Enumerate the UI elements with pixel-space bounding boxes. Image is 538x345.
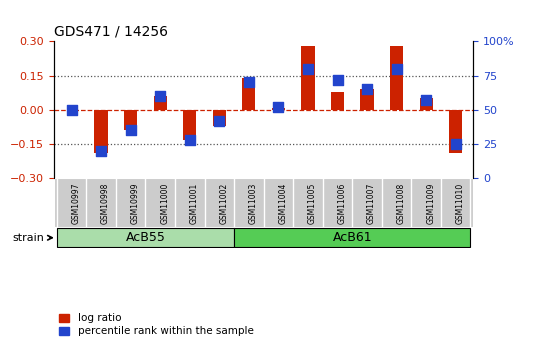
Text: GSM10998: GSM10998 [101, 182, 110, 224]
Point [215, 118, 224, 124]
Text: GSM10997: GSM10997 [72, 182, 81, 224]
Bar [420, 98, 433, 110]
Point [303, 66, 312, 71]
Text: GSM11000: GSM11000 [160, 182, 169, 224]
Text: GSM11004: GSM11004 [278, 182, 287, 224]
Text: GSM11001: GSM11001 [190, 182, 199, 224]
Bar [242, 78, 256, 110]
Point [333, 77, 342, 82]
Bar [301, 46, 315, 110]
Text: AcB61: AcB61 [332, 231, 372, 244]
Bar [153, 96, 167, 110]
Point [363, 87, 371, 92]
Legend: log ratio, percentile rank within the sample: log ratio, percentile rank within the sa… [59, 313, 253, 336]
Bar [449, 110, 462, 153]
Text: GSM11007: GSM11007 [367, 182, 376, 224]
Point [274, 105, 282, 110]
Bar [183, 110, 196, 140]
Point [67, 107, 76, 113]
Point [392, 66, 401, 71]
Point [186, 137, 194, 143]
Text: GDS471 / 14256: GDS471 / 14256 [54, 25, 168, 39]
Bar [360, 89, 374, 110]
Bar [95, 110, 108, 153]
Text: GSM11003: GSM11003 [249, 182, 258, 224]
Point [422, 98, 430, 103]
Point [156, 93, 165, 99]
Bar [124, 110, 137, 130]
Bar [331, 92, 344, 110]
Point [126, 128, 135, 133]
Bar [213, 110, 226, 126]
Text: GSM11005: GSM11005 [308, 182, 317, 224]
Text: GSM10999: GSM10999 [131, 182, 140, 224]
Text: GSM11010: GSM11010 [456, 182, 465, 224]
FancyBboxPatch shape [56, 228, 234, 247]
Text: AcB55: AcB55 [125, 231, 165, 244]
Text: strain: strain [12, 233, 52, 243]
FancyBboxPatch shape [234, 228, 471, 247]
Text: GSM11008: GSM11008 [397, 182, 406, 224]
Bar [272, 108, 285, 110]
Point [97, 148, 105, 154]
Text: GSM11009: GSM11009 [426, 182, 435, 224]
Point [451, 141, 460, 147]
Point [245, 80, 253, 85]
Text: GSM11006: GSM11006 [337, 182, 346, 224]
Text: GSM11002: GSM11002 [220, 182, 228, 224]
Bar [390, 46, 404, 110]
